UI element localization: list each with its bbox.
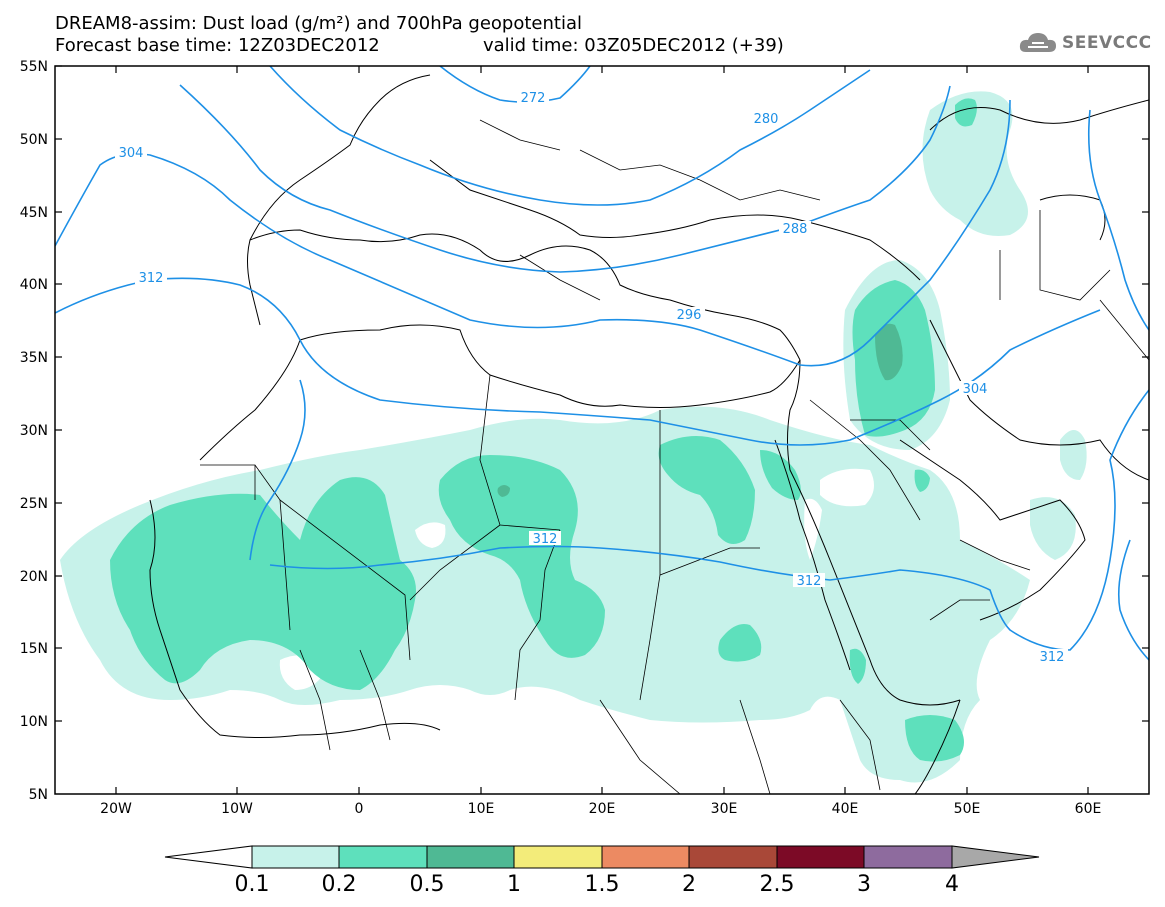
logo-text: SEEVCCC <box>1062 33 1152 53</box>
lat-label: 45N <box>20 205 48 221</box>
lat-label: 40N <box>20 277 48 293</box>
colorbar-label: 2.5 <box>759 872 795 897</box>
dust-layer-0.1 <box>60 91 1087 783</box>
colorbar-box <box>601 845 690 869</box>
contour-label-312-east: 312 <box>797 574 822 589</box>
colorbar <box>164 845 1040 869</box>
forecast-base-time: Forecast base time: 12Z03DEC2012 <box>55 35 380 56</box>
contour-label-304-east: 304 <box>963 382 988 397</box>
contour-label-280: 280 <box>754 112 779 127</box>
contour-label-272: 272 <box>521 91 546 106</box>
coastlines <box>149 74 1149 794</box>
colorbar-box <box>688 845 778 869</box>
longitude-labels: 20W 10W 0 10E 20E 30E 40E 50E 60E <box>100 801 1101 817</box>
latitude-labels: 55N 50N 45N 40N 35N 30N 25N 20N 15N 10N … <box>20 59 48 803</box>
geopotential-contours <box>55 66 1149 661</box>
contour-label-312-west: 312 <box>139 271 164 286</box>
colorbar-label: 2 <box>682 872 696 897</box>
colorbar-box <box>251 845 340 869</box>
contour-label-288: 288 <box>783 222 808 237</box>
lon-label: 20E <box>589 801 616 817</box>
lat-label: 25N <box>20 496 48 512</box>
colorbar-label: 1.5 <box>584 872 620 897</box>
lat-label: 20N <box>20 569 48 585</box>
cloud-icon <box>1019 33 1056 52</box>
colorbar-label: 0.2 <box>321 872 357 897</box>
colorbar-label: 0.1 <box>234 872 270 897</box>
lat-label: 35N <box>20 350 48 366</box>
colorbar-lower-triangle <box>164 845 253 869</box>
country-borders <box>200 119 1149 794</box>
contour-label-296: 296 <box>677 308 702 323</box>
lat-label: 10N <box>20 714 48 730</box>
colorbar-box <box>776 845 865 869</box>
contour-label-312-far-east: 312 <box>1040 650 1065 665</box>
lon-label: 50E <box>954 801 981 817</box>
colorbar-box <box>426 845 515 869</box>
contour-label-304-west: 304 <box>119 146 144 161</box>
lat-label: 50N <box>20 132 48 148</box>
lon-label: 10W <box>221 801 253 817</box>
contour-label-312-center: 312 <box>533 532 558 547</box>
lon-label: 60E <box>1075 801 1102 817</box>
lat-label: 5N <box>29 787 48 803</box>
colorbar-box <box>513 845 603 869</box>
dust-layer-0.5 <box>497 323 903 497</box>
colorbar-label: 1 <box>507 872 521 897</box>
lat-label: 15N <box>20 641 48 657</box>
lon-label: 10E <box>468 801 495 817</box>
axis-ticks <box>55 65 1149 794</box>
lon-label: 20W <box>100 801 132 817</box>
map-title: DREAM8-assim: Dust load (g/m²) and 700hP… <box>55 13 582 34</box>
contour-labels: 272 280 288 296 304 304 312 312 312 312 <box>115 90 1068 665</box>
colorbar-label: 4 <box>945 872 959 897</box>
lon-label: 30E <box>711 801 738 817</box>
seevccc-logo: SEEVCCC <box>1018 28 1152 58</box>
lon-label: 0 <box>355 801 364 817</box>
colorbar-box <box>338 845 428 869</box>
colorbar-upper-triangle <box>951 845 1040 869</box>
dust-layer-0.2 <box>110 98 977 762</box>
lat-label: 30N <box>20 423 48 439</box>
lat-label: 55N <box>20 59 48 75</box>
colorbar-label: 0.5 <box>409 872 445 897</box>
valid-time: valid time: 03Z05DEC2012 (+39) <box>483 35 784 56</box>
colorbar-box <box>863 845 953 869</box>
lon-label: 40E <box>832 801 859 817</box>
colorbar-label: 3 <box>857 872 871 897</box>
